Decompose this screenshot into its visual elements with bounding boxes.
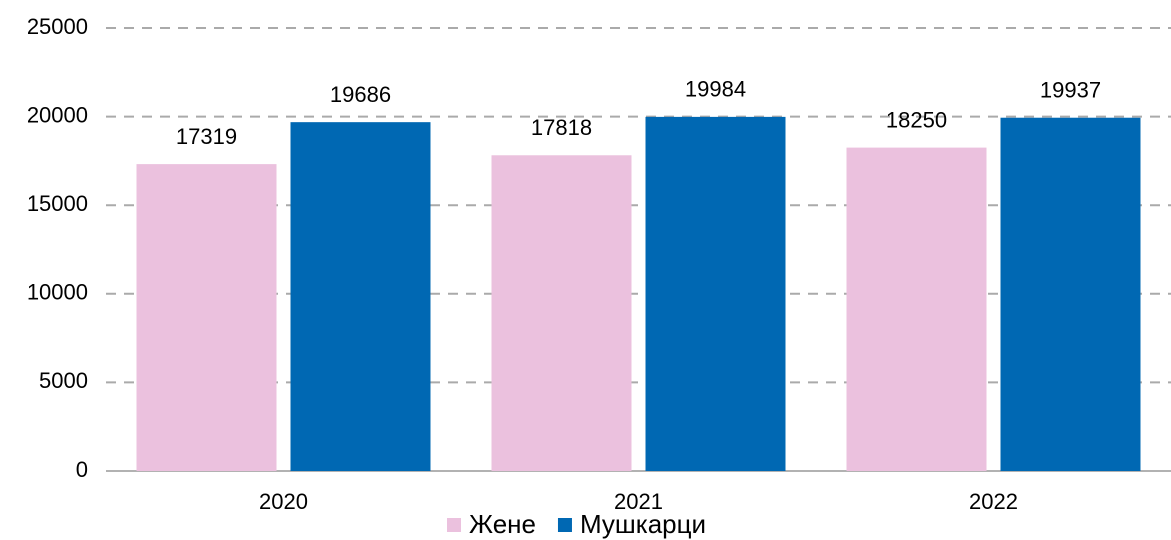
y-tick-label: 0: [76, 457, 88, 482]
legend-label: Мушкарци: [580, 509, 706, 539]
data-label: 19686: [330, 82, 391, 107]
bar: [491, 155, 632, 471]
bar: [645, 116, 786, 472]
x-tick-label: 2020: [259, 489, 308, 514]
legend-swatch: [557, 518, 572, 532]
bar: [290, 122, 431, 472]
y-tick-label: 20000: [27, 102, 88, 127]
x-tick-label: 2021: [614, 489, 663, 514]
data-label: 19984: [685, 77, 746, 102]
y-tick-label: 25000: [27, 14, 88, 39]
bar: [846, 147, 987, 472]
data-label: 19937: [1040, 78, 1101, 103]
y-tick-label: 10000: [27, 280, 88, 305]
y-tick-label: 5000: [39, 368, 88, 393]
legend-label: Жене: [469, 509, 536, 539]
data-label: 18250: [886, 107, 947, 132]
x-tick-label: 2022: [969, 489, 1018, 514]
bar: [136, 164, 277, 472]
bar: [1000, 117, 1141, 471]
legend-swatch: [447, 518, 461, 532]
data-label: 17818: [531, 115, 592, 140]
y-tick-label: 15000: [27, 191, 88, 216]
data-label: 17319: [176, 124, 237, 149]
